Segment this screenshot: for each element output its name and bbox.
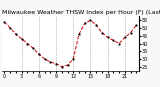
- Text: Milwaukee Weather THSW Index per Hour (F) (Last 24 Hours): Milwaukee Weather THSW Index per Hour (F…: [2, 10, 160, 15]
